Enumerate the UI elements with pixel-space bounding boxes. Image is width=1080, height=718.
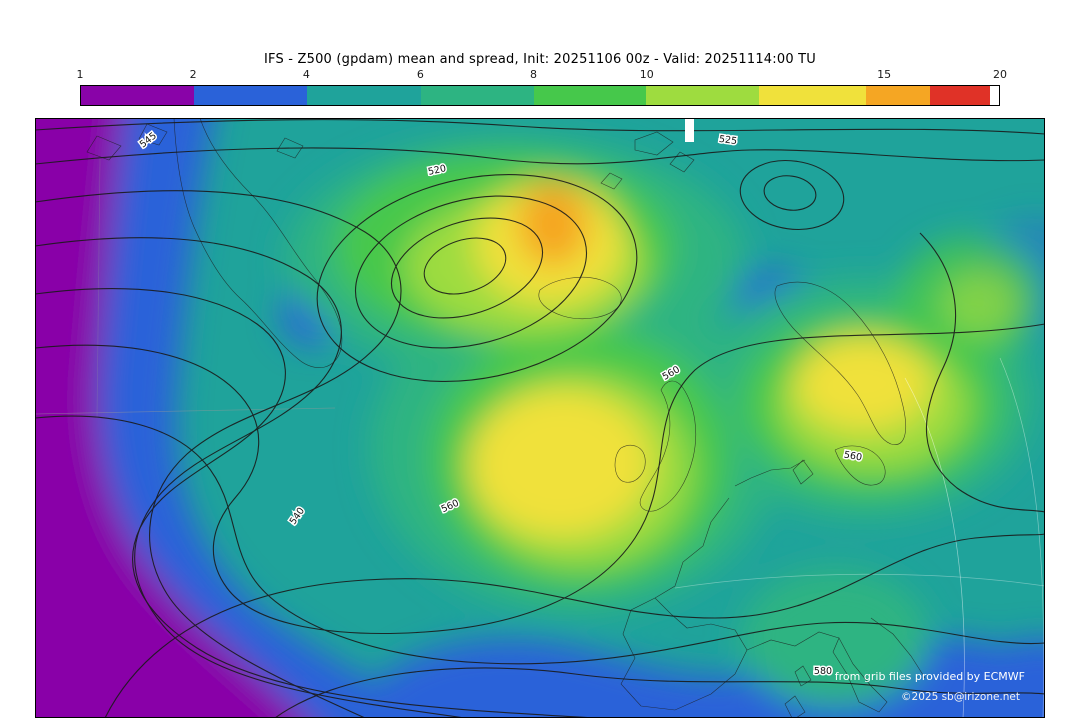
mean-contour: [423, 237, 507, 295]
coastline-france: [654, 497, 730, 599]
colorbar-segment: [759, 86, 866, 105]
mean-contour: [35, 323, 1045, 634]
mean-contour: [390, 217, 544, 319]
graticule-line: [999, 357, 1045, 718]
contour-label: 525: [718, 134, 737, 147]
graticule-line: [35, 407, 336, 415]
mean-contour: [274, 667, 1045, 718]
colorbar-tick-label: 20: [993, 68, 1007, 81]
coastline-scandinavia: [774, 281, 906, 445]
mean-contour: [35, 288, 596, 718]
spread-orange: [518, 182, 588, 266]
colorbar-segment: [193, 86, 307, 105]
coastline-ireland: [614, 445, 646, 483]
graticule-line: [904, 377, 965, 718]
coastlines: [86, 118, 926, 718]
coastline-baltic: [834, 445, 886, 486]
coastline-islet: [86, 135, 122, 161]
mean-contour: [35, 190, 402, 718]
page-title: IFS - Z500 (gpdam) mean and spread, Init…: [264, 52, 816, 67]
coastline-islet: [634, 131, 674, 156]
mean-contour: [919, 232, 1045, 513]
graticule-line: [96, 157, 101, 419]
colorbar-segment: [420, 86, 534, 105]
attribution: from grib files provided by ECMWF ©2025 …: [835, 670, 1025, 703]
spread-yellow: [468, 389, 652, 537]
colorbar-segment: [930, 86, 990, 105]
mean-contour: [104, 533, 1045, 718]
coastline-denmark: [792, 459, 814, 485]
mean-contour: [35, 147, 1045, 165]
graticule-line: [674, 573, 1045, 589]
white-gap-strip: [685, 118, 694, 142]
mean-contour: [35, 119, 1045, 135]
coastline-britain: [639, 380, 697, 512]
spread-blue-corner: [960, 638, 1045, 718]
colorbar-ticks: 1 2 4 6 8 10 15 20: [76, 68, 1008, 82]
coastline-islet: [138, 123, 168, 146]
colorbar-tick-label: 6: [416, 68, 424, 81]
colorbar-segment: [865, 86, 931, 105]
contour-label: 580: [814, 666, 832, 677]
contour-label: 520: [427, 163, 447, 178]
mean-contour: [763, 175, 817, 211]
coastline-island: [794, 665, 812, 687]
coastline-italy: [832, 637, 888, 713]
coastline-greenland: [173, 118, 343, 368]
colorbar-segment: [646, 86, 760, 105]
attribution-source: from grib files provided by ECMWF: [835, 670, 1025, 683]
colorbar-tick-label: 1: [76, 68, 84, 81]
colorbar-tick-label: 4: [302, 68, 310, 81]
coastline-islet: [669, 151, 695, 173]
colorbar-tick-label: 2: [189, 68, 197, 81]
mean-contour: [35, 415, 1045, 665]
coastline-balkans: [870, 617, 926, 679]
map-area: 545 520 525 560 540 560 560 580 from gri…: [35, 118, 1045, 718]
colorbar-tick-label: 8: [530, 68, 538, 81]
mean-contours: [35, 119, 1045, 718]
mean-contour: [316, 173, 638, 383]
coastline-island: [784, 695, 806, 718]
colorbar-segment: [81, 86, 194, 105]
colorbar-segment: [306, 86, 421, 105]
coastline-islet: [600, 172, 623, 190]
coastline-northsea: [734, 459, 806, 487]
colorbar-tick-label: 10: [639, 68, 654, 81]
coastline-mediterranean: [746, 631, 840, 651]
coastline-iberia: [620, 597, 748, 711]
spread-fill-field: [35, 118, 1045, 718]
mean-contour: [35, 237, 466, 718]
spread-greenteal: [740, 568, 930, 708]
coastline-islet: [276, 137, 304, 159]
mean-contour: [739, 160, 845, 230]
colorbar: [80, 85, 1000, 106]
colorbar-segment: [533, 86, 647, 105]
spread-yellowgreen: [940, 269, 1020, 337]
spread-yellow: [795, 335, 931, 431]
contour-label: 560: [843, 450, 863, 464]
weather-map: 545 520 525 560 540 560 560 580 from gri…: [35, 118, 1045, 718]
mean-contour: [354, 195, 588, 349]
graticule: [35, 157, 1045, 718]
spread-purple-west-band: [35, 118, 306, 718]
colorbar-tick-label: 15: [877, 68, 892, 81]
attribution-copyright: ©2025 sb@irizone.net: [901, 691, 1020, 703]
